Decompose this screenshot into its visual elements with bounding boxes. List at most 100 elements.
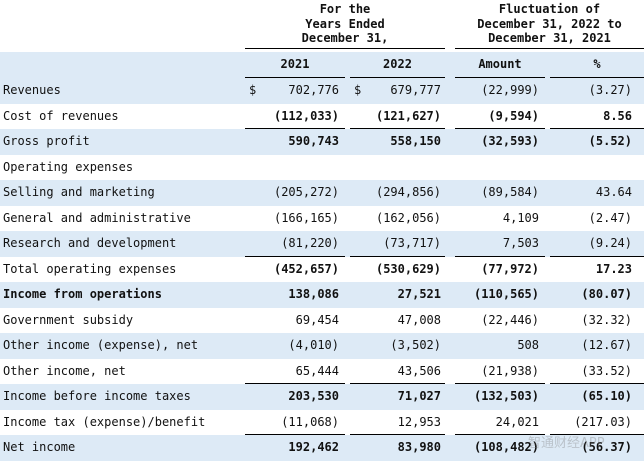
table-row: Operating expenses xyxy=(0,155,644,181)
cell-value: 679,777 xyxy=(390,83,441,97)
header-line: December 31, xyxy=(301,31,389,45)
column-header: Amount xyxy=(455,52,545,78)
header-line: Years Ended xyxy=(305,16,385,31)
table-row: Gross profit 590,743 558,150 (32,593) (5.52) xyxy=(0,129,644,155)
table-row: Selling and marketing (205,272) (294,856) (… xyxy=(0,180,644,206)
cell-value: (32.32) xyxy=(581,312,632,327)
cell-value: (33.52) xyxy=(550,359,644,384)
row-label: Other income (expense), net xyxy=(3,338,199,352)
group-header: Fluctuation of December 31, 2022 to Dece… xyxy=(455,2,644,49)
table-row: General and administrative (166,165) (162,… xyxy=(0,206,644,232)
watermark: 智通财经APP xyxy=(528,436,605,451)
cell-value: (530,629) xyxy=(375,261,441,276)
cell-value: (132,503) xyxy=(473,389,539,403)
cell-value: 43.64 xyxy=(595,185,632,199)
cell-value: (162,056) xyxy=(375,210,441,225)
cell-value: 47,008 xyxy=(397,312,441,327)
column-header: 2022 xyxy=(350,52,445,78)
cell-value: (112,033) xyxy=(245,104,345,129)
cell-value: 17.23 xyxy=(595,261,632,276)
row-label: General and administrative xyxy=(3,210,191,225)
header-line: December 31, 2022 to xyxy=(477,16,622,31)
cell-value: 558,150 xyxy=(390,134,441,148)
cell-value: (32,593) xyxy=(481,134,539,148)
cell-value: (21,938) xyxy=(455,359,545,384)
cell-value: 69,454 xyxy=(295,312,339,327)
table-row: Net income 192,462 83,980 (108,482) (56.37) xyxy=(0,435,644,461)
row-label: Gross profit xyxy=(3,134,90,148)
row-label: Research and development xyxy=(3,236,177,250)
cell-value: 4,109 xyxy=(502,210,539,225)
cell-value: (294,856) xyxy=(375,185,441,199)
table-row: Government subsidy 69,454 47,008 (22,446) (3… xyxy=(0,308,644,334)
column-header: 2021 xyxy=(245,52,345,78)
cell-value: (5.52) xyxy=(588,134,632,148)
cell-value: (121,627) xyxy=(350,104,445,129)
row-label: Government subsidy xyxy=(3,312,134,327)
table-row: Other income (expense), net (4,010) (3,502… xyxy=(0,333,644,359)
header-line: Fluctuation of xyxy=(498,2,601,16)
cell-value: 83,980 xyxy=(397,440,441,454)
row-label: Total operating expenses xyxy=(3,261,177,276)
cell-value: 71,027 xyxy=(397,389,441,403)
cell-value: (205,272) xyxy=(273,185,339,199)
row-label: Income from operations xyxy=(3,287,162,301)
cell-value: (56.37) xyxy=(581,440,632,454)
table-row: Cost of revenues (112,033) (121,627) (9,594… xyxy=(0,104,644,129)
row-label: Cost of revenues xyxy=(3,108,119,123)
currency: $ xyxy=(249,83,257,97)
cell-value: (9,594) xyxy=(455,104,545,129)
table-row: Income tax (expense)/benefit (11,068) 12,9… xyxy=(0,410,644,435)
table-row: Revenues $ $702,776 679,777 (22,999) (3.27) xyxy=(0,78,644,104)
cell-value: 203,530 xyxy=(288,389,339,403)
row-label: Income tax (expense)/benefit xyxy=(3,414,206,429)
cell-value: 27,521 xyxy=(397,287,441,301)
cell-value: (4,010) xyxy=(288,338,339,352)
cell-value: 138,086 xyxy=(288,287,339,301)
cell-value: (11,068) xyxy=(245,410,345,435)
table-row: Income from operations 138,086 27,521 (110,… xyxy=(0,282,644,308)
cell-value: 702,776 xyxy=(288,83,339,97)
cell-value: (110,565) xyxy=(473,287,539,301)
row-label: Other income, net xyxy=(3,363,126,378)
cell-value: (3.27) xyxy=(588,83,632,97)
cell-value: (166,165) xyxy=(273,210,339,225)
header-line: For the xyxy=(319,2,371,16)
table-row: Research and development (81,220) (73,717)… xyxy=(0,231,644,257)
column-header-row: 2021 2022 Amount% xyxy=(0,52,644,78)
table-row: Other income, net 65,444 43,506 (21,938) (33… xyxy=(0,359,644,384)
table-row: Total operating expenses (452,657) (530,62… xyxy=(0,257,644,283)
cell-value: 43,506 xyxy=(350,359,445,384)
row-label: Income before income taxes xyxy=(3,389,191,403)
table-row: Income before income taxes 203,530 71,027 (… xyxy=(0,384,644,410)
cell-value: (217.03) xyxy=(550,410,644,435)
cell-value: 65,444 xyxy=(245,359,345,384)
cell-value: (81,220) xyxy=(245,231,345,257)
cell-value: (89,584) xyxy=(481,185,539,199)
cell-value: 24,021 xyxy=(455,410,545,435)
cell-value: (3,502) xyxy=(390,338,441,352)
cell-value: 192,462 xyxy=(288,440,339,454)
cell-value: 508 xyxy=(517,338,539,352)
cell-value: 590,743 xyxy=(288,134,339,148)
cell-value: (452,657) xyxy=(273,261,339,276)
header-line: December 31, 2021 xyxy=(488,31,611,45)
row-label: Net income xyxy=(3,440,76,454)
cell-value: 12,953 xyxy=(350,410,445,435)
column-header: % xyxy=(550,52,644,78)
cell-value: 8.56 xyxy=(550,104,644,129)
group-header: For the Years Ended December 31, xyxy=(245,2,445,49)
row-label: Operating expenses xyxy=(3,159,134,174)
cell-value: (22,999) xyxy=(481,83,539,97)
cell-value: (22,446) xyxy=(481,312,539,327)
row-label: Selling and marketing xyxy=(3,185,155,199)
currency: $ xyxy=(354,83,362,97)
cell-value: (9.24) xyxy=(550,231,644,257)
cell-value: (73,717) xyxy=(350,231,445,257)
cell-value: (65.10) xyxy=(581,389,632,403)
row-label: Revenues xyxy=(3,83,61,97)
cell-value: (12.67) xyxy=(581,338,632,352)
cell-value: (77,972) xyxy=(481,261,539,276)
cell-value: (80.07) xyxy=(581,287,632,301)
